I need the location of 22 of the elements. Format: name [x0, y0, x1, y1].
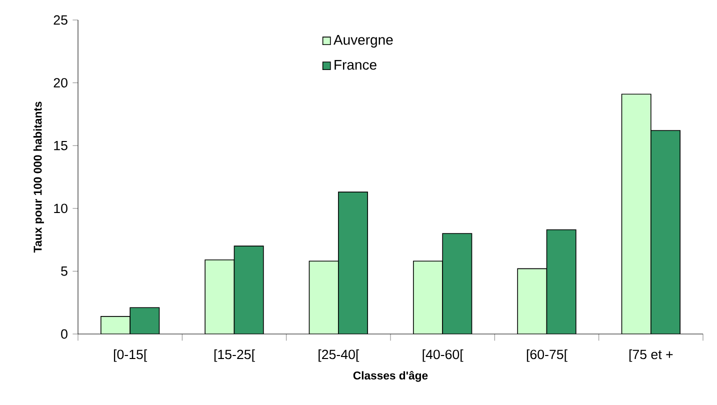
x-tick-label: [60-75[ — [526, 349, 568, 362]
x-axis-title: Classes d'âge — [353, 370, 428, 382]
legend-label: Auvergne — [334, 35, 393, 48]
y-tick-label: 15 — [54, 140, 68, 150]
bar — [650, 130, 680, 334]
x-tick-label: [15-25[ — [214, 349, 255, 362]
y-tick-label: 25 — [54, 15, 68, 25]
y-tick-label: 10 — [54, 204, 68, 214]
y-tick-label: 0 — [61, 329, 68, 339]
x-tick-label: [25-40[ — [318, 349, 360, 362]
y-tick-label: 20 — [54, 78, 68, 88]
y-axis-title: Taux pour 100 000 habitants — [33, 102, 44, 253]
bar — [338, 192, 368, 334]
y-tick-label: 5 — [61, 266, 68, 276]
bar — [546, 229, 576, 334]
x-tick-label: [40-60[ — [422, 349, 464, 362]
legend-label: France — [334, 60, 376, 70]
bar — [442, 233, 472, 334]
bar — [234, 246, 264, 334]
bar — [130, 307, 160, 334]
x-tick-label: [0-15[ — [114, 349, 148, 362]
x-tick-label: [75 et + — [629, 349, 673, 362]
